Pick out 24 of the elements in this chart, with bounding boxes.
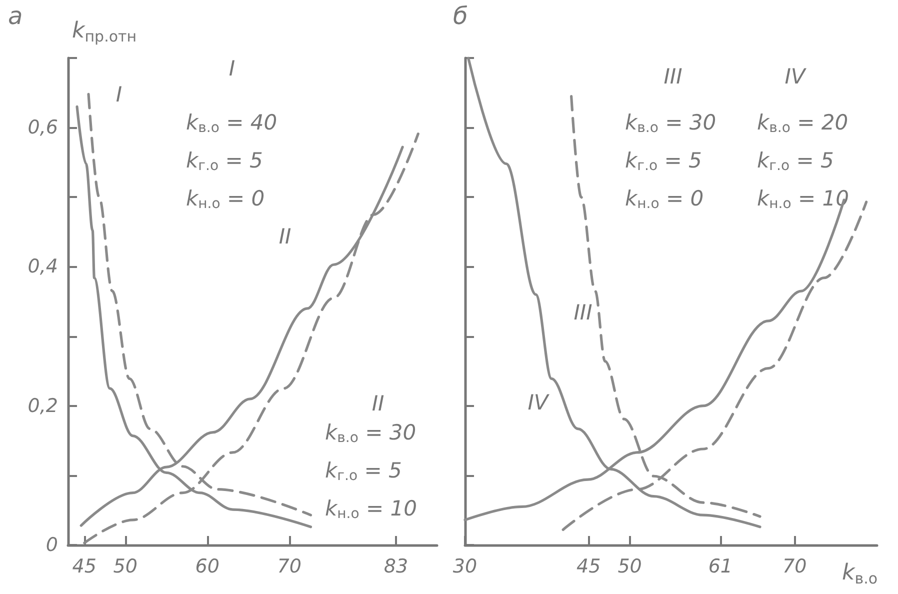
x-tick-label: 70 bbox=[277, 556, 302, 578]
chart-title: а bbox=[8, 2, 23, 30]
annotation: III bbox=[664, 64, 682, 88]
x-tick-label: 83 bbox=[384, 556, 408, 578]
x-tick-label: 30 bbox=[452, 556, 478, 578]
y-tick-label: 0,6 bbox=[28, 116, 58, 139]
annotation: IV bbox=[528, 390, 550, 414]
annotation: IV bbox=[784, 64, 807, 88]
x-tick-label: 70 bbox=[782, 556, 807, 578]
y-tick-label: 0 bbox=[46, 534, 58, 556]
annotation: I bbox=[116, 82, 122, 106]
annotation: III bbox=[574, 300, 592, 324]
x-tick-label: 60 bbox=[195, 556, 220, 578]
chart-title: б bbox=[453, 2, 468, 30]
x-tick-label: 45 bbox=[72, 556, 96, 578]
x-tick-label: 50 bbox=[618, 556, 642, 578]
x-tick-label: 45 bbox=[576, 556, 601, 578]
annotation: I bbox=[228, 56, 236, 80]
annotation: II bbox=[372, 392, 384, 416]
y-tick-label: 0,2 bbox=[28, 394, 58, 417]
x-tick-label: 50 bbox=[113, 556, 138, 578]
annotation: II bbox=[278, 224, 292, 248]
x-tick-label: 61 bbox=[708, 556, 733, 578]
y-tick-label: 0,4 bbox=[28, 256, 58, 278]
